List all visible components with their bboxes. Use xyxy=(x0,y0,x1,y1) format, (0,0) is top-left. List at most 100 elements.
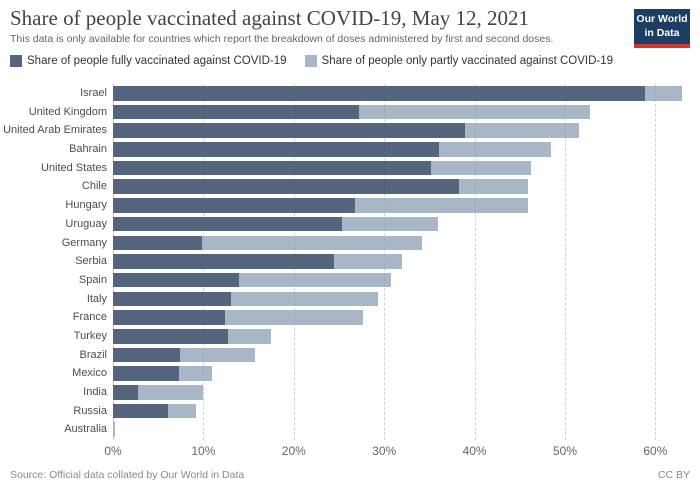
country-label: Germany xyxy=(61,236,107,249)
legend-swatch-partly-icon xyxy=(304,55,317,67)
country-label: Bahrain xyxy=(69,143,107,156)
bar-partly-segment[interactable] xyxy=(355,198,528,213)
bar-row: Italy xyxy=(0,290,700,309)
country-label: United Kingdom xyxy=(28,105,107,118)
bar-rows: Israel United Kingdom United Arab Emirates… xyxy=(0,84,700,439)
gridline xyxy=(565,84,566,440)
owid-logo-line2: in Data xyxy=(644,26,680,39)
bar-row: Mexico xyxy=(0,364,700,383)
country-label: United States xyxy=(40,161,107,174)
bar-fully-segment[interactable] xyxy=(113,104,359,120)
gridline-overlay xyxy=(293,84,295,440)
bar-fully-segment[interactable] xyxy=(113,272,239,288)
country-label: Serbia xyxy=(75,255,107,268)
bar-fully-segment[interactable] xyxy=(113,385,139,400)
bar-row: Brazil xyxy=(0,346,700,365)
x-tick-label: 10% xyxy=(191,444,216,458)
legend-label-partly: Share of people only partly vaccinated a… xyxy=(321,55,614,67)
bar-partly-segment[interactable] xyxy=(341,216,439,232)
bar-partly-segment[interactable] xyxy=(202,235,423,251)
bar-row: Israel xyxy=(0,84,700,103)
gridline-overlay xyxy=(565,84,566,440)
bar-partly-segment[interactable] xyxy=(178,366,213,381)
bar-row: United States xyxy=(0,159,700,178)
country-label: Australia xyxy=(64,423,107,436)
country-label: India xyxy=(83,386,107,398)
bar-partly-segment[interactable] xyxy=(227,328,272,344)
country-label: Spain xyxy=(78,273,107,286)
bar-fully-segment[interactable] xyxy=(113,366,179,381)
bar-fully-segment[interactable] xyxy=(113,179,460,195)
bar-partly-segment[interactable] xyxy=(138,385,204,400)
bar-partly-segment[interactable] xyxy=(431,160,531,176)
bar-row: Turkey xyxy=(0,327,700,346)
bar-fully-segment[interactable] xyxy=(113,123,465,138)
bar-fully-segment[interactable] xyxy=(113,291,232,307)
license-badge[interactable]: CC BY xyxy=(657,469,690,481)
bar-partly-segment[interactable] xyxy=(168,403,197,419)
bar-fully-segment[interactable] xyxy=(113,86,646,101)
bar-partly-segment[interactable] xyxy=(238,272,391,288)
chart-footer: Source: Official data collated by Our Wo… xyxy=(10,469,690,481)
bar-fully-segment[interactable] xyxy=(113,403,169,419)
country-label: Israel xyxy=(80,87,107,99)
bar-fully-segment[interactable] xyxy=(113,347,180,363)
country-label: France xyxy=(72,311,107,324)
bar-partly-segment[interactable] xyxy=(225,310,363,325)
chart-legend: Share of people fully vaccinated against… xyxy=(10,55,613,67)
bar-fully-segment[interactable] xyxy=(113,198,356,213)
x-tick-label: 50% xyxy=(552,444,578,458)
country-label: Brazil xyxy=(79,348,107,361)
bar-row: Chile xyxy=(0,177,700,196)
country-label: Hungary xyxy=(65,199,107,212)
gridline-overlay xyxy=(384,84,386,440)
source-note: Source: Official data collated by Our Wo… xyxy=(10,469,245,481)
bar-partly-segment[interactable] xyxy=(464,123,580,138)
bar-row: Spain xyxy=(0,271,700,290)
bar-fully-segment[interactable] xyxy=(113,235,203,251)
country-label: Italy xyxy=(86,292,107,305)
gridline xyxy=(655,84,657,440)
bar-partly-segment[interactable] xyxy=(231,291,378,307)
bar-partly-segment[interactable] xyxy=(179,347,255,363)
x-tick-label: 20% xyxy=(281,444,306,458)
bar-chart: Israel United Kingdom United Arab Emirates… xyxy=(0,84,700,466)
country-label: Uruguay xyxy=(65,217,107,230)
bar-row: France xyxy=(0,308,700,327)
bar-row: Germany xyxy=(0,234,700,253)
bar-fully-segment[interactable] xyxy=(113,216,342,232)
bar-row: India xyxy=(0,383,700,402)
country-label: Russia xyxy=(73,404,107,417)
legend-item-partly: Share of people only partly vaccinated a… xyxy=(304,55,614,67)
bar-row: Serbia xyxy=(0,252,700,271)
bar-fully-segment[interactable] xyxy=(113,160,432,176)
bar-partly-segment[interactable] xyxy=(333,254,403,269)
x-tick-label: 60% xyxy=(643,444,668,458)
bar-fully-segment[interactable] xyxy=(113,310,226,325)
owid-logo[interactable]: Our World in Data xyxy=(634,9,690,49)
country-label: United Arab Emirates xyxy=(3,124,107,137)
bar-row: United Kingdom xyxy=(0,103,700,122)
gridline xyxy=(474,84,476,440)
bar-fully-segment[interactable] xyxy=(113,254,334,269)
gridline-overlay xyxy=(474,84,476,440)
gridline-overlay xyxy=(203,84,205,440)
legend-item-fully: Share of people fully vaccinated against… xyxy=(10,55,287,67)
country-label: Chile xyxy=(81,180,107,193)
chart-subtitle: This data is only available for countrie… xyxy=(10,33,554,45)
bar-partly-segment[interactable] xyxy=(645,86,682,101)
legend-swatch-fully-icon xyxy=(10,55,22,67)
bar-row: Russia xyxy=(0,402,700,421)
bar-fully-segment[interactable] xyxy=(113,142,440,157)
bar-row: Australia xyxy=(0,420,700,439)
x-tick-label: 30% xyxy=(372,444,397,458)
bar-fully-segment[interactable] xyxy=(113,328,228,344)
bar-partly-segment[interactable] xyxy=(113,422,115,437)
bar-partly-segment[interactable] xyxy=(358,104,591,120)
page-title: Share of people vaccinated against COVID… xyxy=(10,6,530,30)
bar-partly-segment[interactable] xyxy=(459,179,528,195)
bar-partly-segment[interactable] xyxy=(439,142,551,157)
legend-label-fully: Share of people fully vaccinated against… xyxy=(27,55,287,67)
country-label: Mexico xyxy=(72,367,107,380)
